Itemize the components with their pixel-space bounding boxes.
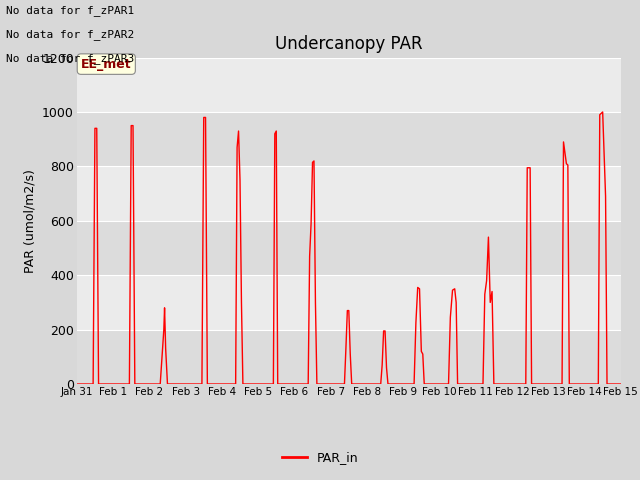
Bar [77, 58, 621, 112]
Text: No data for f_zPAR1: No data for f_zPAR1 [6, 5, 134, 16]
Legend: PAR_in: PAR_in [276, 446, 364, 469]
Bar [77, 221, 621, 275]
Text: No data for f_zPAR3: No data for f_zPAR3 [6, 53, 134, 64]
Text: EE_met: EE_met [81, 58, 132, 71]
Bar [77, 167, 621, 221]
Bar [77, 112, 621, 167]
Y-axis label: PAR (umol/m2/s): PAR (umol/m2/s) [24, 169, 36, 273]
Title: Undercanopy PAR: Undercanopy PAR [275, 35, 422, 53]
Text: No data for f_zPAR2: No data for f_zPAR2 [6, 29, 134, 40]
Bar [77, 275, 621, 330]
Bar [77, 330, 621, 384]
